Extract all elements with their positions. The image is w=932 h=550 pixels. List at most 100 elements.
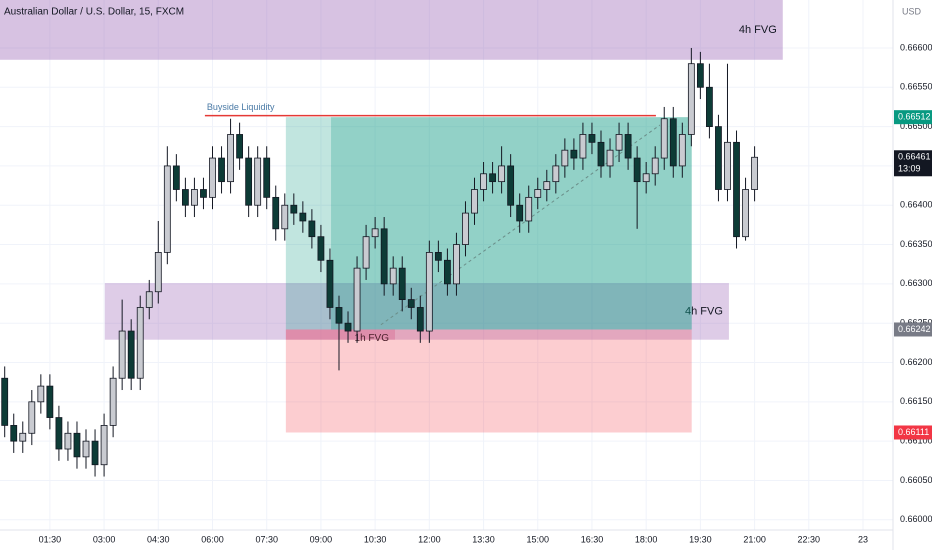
candle-body [172, 165, 180, 190]
candle-body [579, 134, 587, 159]
candle-body [254, 157, 262, 206]
candle-body [371, 228, 379, 238]
candle-body [615, 134, 623, 151]
candle-body [10, 425, 18, 442]
candle-body [434, 252, 442, 261]
candle-body [416, 307, 424, 332]
candle-body [516, 204, 524, 222]
x-tick-label: 12:00 [418, 534, 441, 544]
candle-body [200, 189, 207, 198]
x-tick-label: 10:30 [364, 534, 387, 544]
candle-body [91, 440, 99, 466]
x-tick-label: 01:30 [39, 534, 62, 544]
x-tick-label: 06:00 [201, 534, 224, 544]
candle-body [398, 267, 406, 300]
candle-body [751, 156, 758, 190]
candle-body [543, 181, 551, 190]
candle-body [471, 189, 478, 214]
candle-body [1, 377, 9, 426]
candle-body [236, 134, 244, 159]
grid [0, 0, 893, 530]
candle-body [444, 259, 451, 285]
y-tick-label: 0.66100 [900, 436, 932, 446]
candle-body [353, 267, 361, 332]
price-label: 0.66111 [898, 427, 929, 437]
x-tick-label: 23 [858, 534, 868, 544]
x-tick-label: 03:00 [93, 534, 116, 544]
price-label-box [894, 110, 932, 125]
y-tick-label: 0.66300 [900, 278, 932, 288]
candle-body [28, 401, 36, 434]
candle-body [326, 259, 334, 308]
y-tick-label: 0.66500 [900, 121, 932, 131]
y-tick-label: 0.66550 [900, 82, 932, 92]
candle-body [507, 165, 515, 206]
candle-body [37, 385, 45, 403]
candle-body [46, 385, 54, 418]
x-tick-label: 13:30 [472, 534, 495, 544]
candle-body [55, 417, 63, 450]
candle-body [127, 330, 135, 379]
candle-body [335, 307, 343, 324]
x-tick-label: 22:30 [798, 534, 821, 544]
candle-body [272, 196, 280, 230]
candle-body [281, 204, 289, 230]
x-tick-label: 15:00 [526, 534, 549, 544]
candle-body [633, 157, 641, 183]
candle-body [100, 425, 108, 466]
candle-body [407, 299, 415, 308]
zone-label: 4h FVG [739, 24, 777, 36]
loss-zone [285, 329, 692, 433]
candle-body [561, 149, 569, 167]
price-label-box [894, 425, 932, 440]
x-tick-label: 16:30 [581, 534, 604, 544]
y-tick-label: 0.66000 [900, 514, 932, 524]
candle-body [742, 189, 749, 238]
x-tick-label: 21:00 [743, 534, 766, 544]
candle-body [308, 220, 316, 238]
candle-body [154, 252, 162, 293]
candle-body [588, 134, 596, 143]
candle-body [651, 157, 659, 175]
countdown: 13:09 [898, 164, 921, 174]
candle-body [489, 173, 496, 183]
candle-body [218, 157, 225, 183]
candle-body [642, 173, 650, 183]
candle-body [552, 165, 560, 183]
candle-body [480, 173, 487, 190]
candle-body [733, 141, 740, 238]
price-label: 0.66242 [898, 324, 931, 334]
candle-body [597, 141, 605, 167]
candle-body [669, 118, 677, 167]
currency: USD [902, 6, 922, 16]
candle-body [389, 267, 397, 285]
candle-body [687, 63, 695, 135]
candle-body [145, 291, 153, 308]
liquidity-label: Buyside Liquidity [207, 102, 275, 112]
y-tick-label: 0.66350 [900, 239, 932, 249]
candle-body [299, 212, 307, 222]
price-label-box [894, 322, 932, 337]
zone-label: 1h FVG [355, 333, 390, 344]
price-label: 0.66461 [898, 152, 931, 162]
candle-body [73, 432, 81, 458]
y-tick-label: 0.66200 [900, 357, 932, 367]
x-tick-label: 18:00 [635, 534, 658, 544]
candle-body [245, 157, 253, 206]
y-tick-label: 0.66600 [900, 42, 932, 52]
candle-body [624, 134, 632, 159]
candle-body [181, 189, 189, 206]
x-tick-label: 07:30 [255, 534, 278, 544]
axes: 0.66000 0.66050 0.66100 0.66150 0.66200 0.662… [39, 42, 932, 544]
candle-body [362, 236, 370, 269]
x-tick-label: 04:30 [147, 534, 170, 544]
y-tick-label: 0.66050 [900, 475, 932, 485]
candle-body [19, 432, 27, 442]
candle-body [191, 189, 198, 206]
price-label-box [894, 150, 932, 177]
candle-body [118, 330, 126, 379]
fvg-zone [285, 329, 396, 340]
profit-zone [285, 117, 692, 330]
candles [1, 47, 758, 477]
